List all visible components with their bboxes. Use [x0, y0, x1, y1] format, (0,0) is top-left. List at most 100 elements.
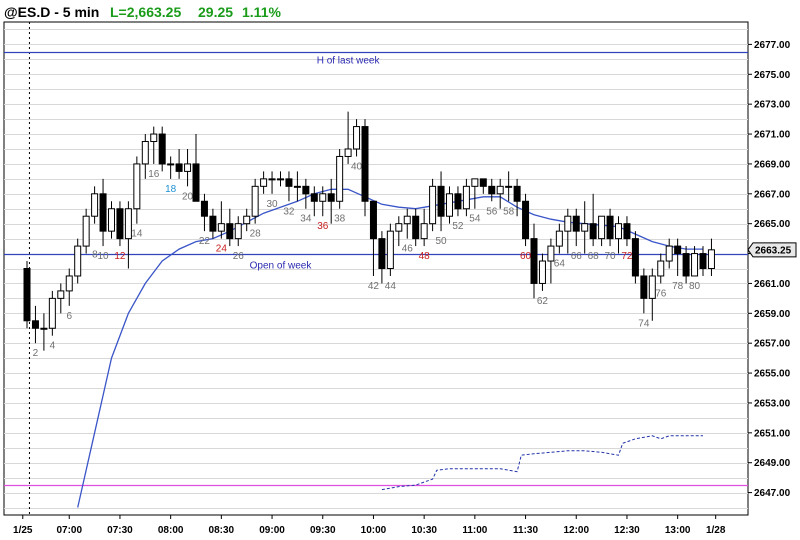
- candle: [657, 253, 665, 284]
- bar-count-label: 56: [486, 206, 498, 217]
- bar-count-label: 40: [351, 161, 363, 172]
- candle-body-down: [589, 223, 597, 240]
- candle-body-down: [226, 223, 234, 240]
- bar-count-label: 50: [435, 236, 447, 247]
- candle-body-up: [353, 126, 361, 150]
- candle-body-up: [564, 215, 572, 232]
- bar-count-label: 30: [266, 199, 278, 210]
- bar-count-label: 36: [317, 221, 329, 232]
- candle-body-down: [412, 215, 420, 240]
- candle: [65, 268, 73, 306]
- candle-body-up: [150, 133, 158, 143]
- candle: [564, 208, 572, 254]
- candle-body-up: [665, 245, 673, 262]
- candle-body-down: [175, 163, 183, 172]
- candle: [606, 208, 614, 247]
- candle-body-up: [581, 223, 589, 232]
- candle: [420, 208, 428, 247]
- candle: [226, 208, 234, 247]
- candle-body-down: [192, 163, 200, 202]
- candle: [353, 119, 361, 157]
- bar-count-label: 2: [33, 348, 39, 359]
- candle-body-down: [23, 268, 31, 322]
- candle: [243, 208, 251, 232]
- y-tick-label: 2657.00: [754, 339, 791, 350]
- bar-count-label: 46: [402, 244, 414, 255]
- candle-body-up: [386, 230, 394, 270]
- candle-body-up: [496, 185, 504, 195]
- bar-count-label: 72: [621, 251, 633, 262]
- bar-count-label: 66: [571, 251, 583, 262]
- candle: [268, 171, 276, 194]
- x-tick-label: 08:30: [209, 525, 235, 536]
- candle-body-down: [200, 200, 208, 217]
- candle: [302, 178, 310, 209]
- bar-count-label: 78: [672, 281, 684, 292]
- bar-count-label: 20: [182, 191, 194, 202]
- candle: [319, 186, 327, 217]
- x-tick-label: 07:30: [107, 525, 133, 536]
- bar-count-label: 48: [419, 251, 431, 262]
- level-label: Open of week: [250, 261, 313, 272]
- candle-body-up: [505, 185, 513, 188]
- candle-body-up: [243, 215, 251, 225]
- candle: [336, 148, 344, 209]
- candle-body-down: [116, 208, 124, 240]
- bar-count-label: 52: [452, 221, 464, 232]
- candle: [99, 178, 107, 247]
- candle: [513, 178, 521, 217]
- candle: [615, 216, 622, 254]
- candle: [277, 171, 284, 187]
- candle-body-down: [631, 238, 639, 277]
- bar-count-label: 62: [537, 296, 549, 307]
- candle-body-down: [674, 245, 682, 255]
- candle-body-up: [108, 208, 115, 232]
- bar-count-label: 64: [554, 259, 566, 270]
- candle-body-up: [471, 178, 479, 187]
- candle: [40, 313, 48, 351]
- candle: [361, 119, 369, 217]
- candle: [522, 193, 530, 247]
- x-tick-label: 09:30: [310, 525, 336, 536]
- candles: [23, 111, 715, 351]
- x-tick-label: 12:30: [614, 525, 640, 536]
- candle-body-up: [547, 245, 555, 262]
- x-tick-label: 12:00: [563, 525, 589, 536]
- bar-count-label: 76: [655, 288, 667, 299]
- candle: [48, 290, 56, 336]
- candle-body-up: [691, 253, 699, 277]
- y-tick-label: 2673.00: [754, 100, 791, 111]
- candle-body-down: [310, 193, 318, 202]
- candle-body-up: [336, 155, 344, 202]
- candle-body-up: [319, 193, 327, 202]
- candle-body-up: [615, 223, 622, 240]
- dotted-indicator-line: [381, 435, 703, 491]
- candle-body-up: [707, 249, 715, 270]
- candle-body-down: [361, 126, 369, 202]
- y-tick-label: 2653.00: [754, 398, 791, 409]
- candle-body-down: [488, 185, 496, 195]
- y-tick-label: 2649.00: [754, 458, 791, 469]
- candle: [707, 238, 715, 276]
- candle: [217, 201, 225, 239]
- y-tick-label: 2677.00: [754, 40, 791, 51]
- bar-count-label: 70: [604, 251, 616, 262]
- candle-body-up: [429, 185, 437, 225]
- net-change-readout: 29.25: [198, 4, 233, 20]
- candle-body-up: [40, 327, 48, 330]
- candle-body-down: [623, 223, 631, 240]
- candle-body-up: [648, 275, 656, 299]
- candle: [682, 246, 690, 284]
- bar-count-label: 18: [165, 184, 177, 195]
- candle: [369, 200, 377, 276]
- candle-body-up: [133, 163, 141, 210]
- y-tick-label: 2671.00: [754, 130, 791, 141]
- candle-body-up: [403, 215, 411, 225]
- candle: [547, 238, 555, 284]
- bar-count-label: 22: [199, 236, 211, 247]
- candle-body-up: [462, 185, 470, 210]
- bar-count-label: 8: [92, 250, 98, 261]
- candle: [116, 201, 124, 247]
- x-tick-label: 09:00: [259, 525, 285, 536]
